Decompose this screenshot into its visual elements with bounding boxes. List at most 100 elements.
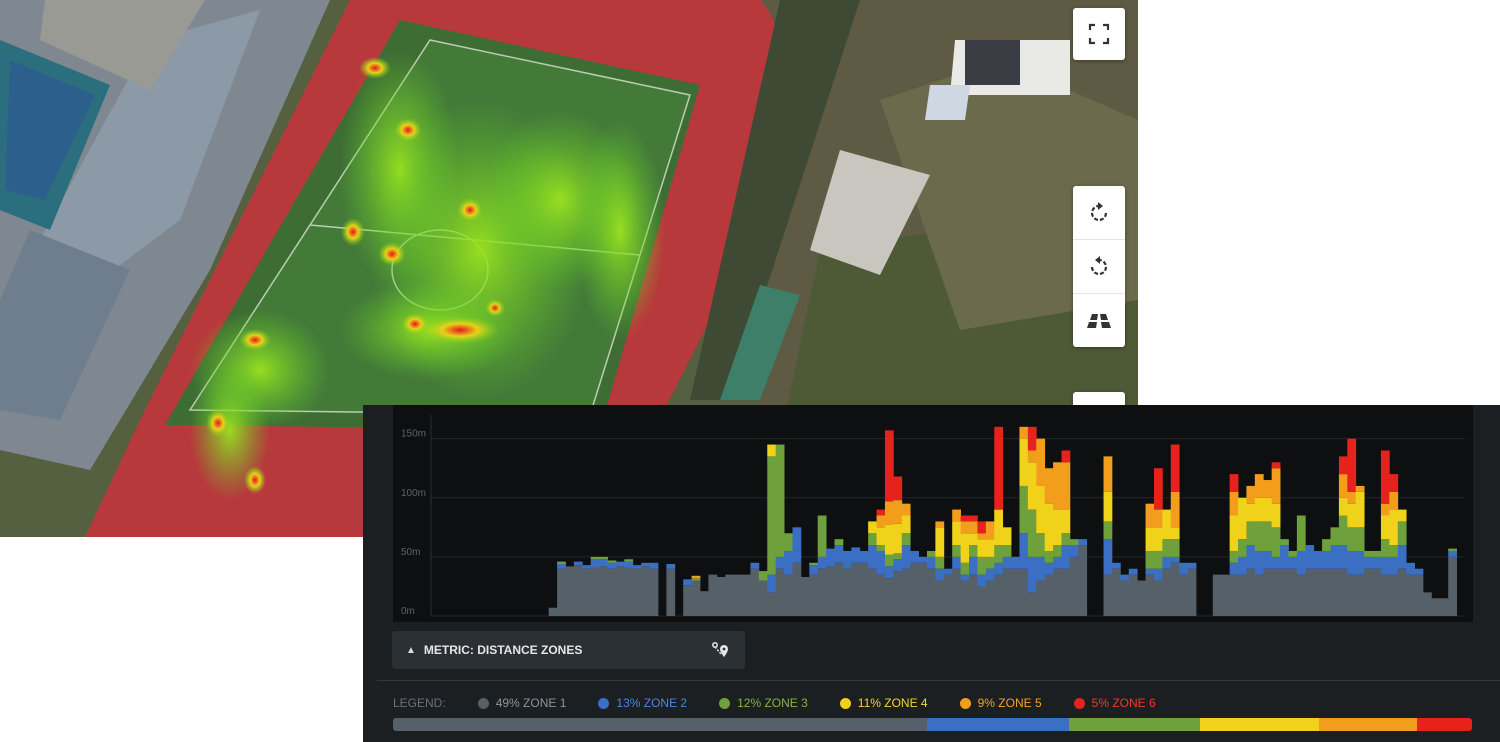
bar-segment-zone-6 [1389, 474, 1399, 492]
bar-segment-zone-5 [1271, 468, 1281, 504]
bar-segment-zone-4 [1002, 527, 1012, 546]
bar-segment-zone-1 [1120, 580, 1130, 616]
bar-segment-zone-2 [590, 559, 600, 568]
bar-segment-zone-4 [1170, 527, 1180, 540]
bar-segment-zone-4 [1027, 462, 1037, 510]
bar-segment-zone-2 [1061, 545, 1071, 569]
bar-segment-zone-3 [1380, 539, 1390, 557]
bar-segment-zone-3 [994, 545, 1004, 563]
bar-segment-zone-2 [893, 559, 903, 572]
bar-segment-zone-3 [1229, 550, 1239, 563]
bar-segment-zone-1 [1212, 574, 1222, 616]
legend-dot-zone-2 [598, 697, 610, 709]
bar-segment-zone-2 [641, 562, 650, 567]
bar-segment-zone-2 [1448, 550, 1457, 557]
bar-segment-zone-1 [859, 562, 869, 616]
route-pin-icon[interactable] [711, 640, 731, 663]
bar-segment-zone-4 [1347, 503, 1357, 528]
bar-segment-zone-3 [784, 533, 793, 551]
bar-segment-zone-1 [1305, 568, 1315, 616]
bar-segment-zone-5 [876, 515, 886, 528]
tilt-3d-button[interactable] [1073, 294, 1125, 347]
legend-text-zone-1: 49% ZONE 1 [495, 696, 567, 710]
bar-segment-zone-1 [994, 574, 1004, 616]
bar-segment-zone-3 [1238, 539, 1247, 557]
bar-segment-zone-1 [1271, 568, 1281, 616]
legend-item-zone-4: 11% ZONE 4 [839, 696, 928, 710]
metric-selector[interactable]: ▲ METRIC: DISTANCE ZONES [392, 631, 745, 669]
bar-segment-zone-1 [1397, 568, 1407, 616]
bar-segment-zone-4 [1153, 527, 1163, 551]
bar-segment-zone-1 [742, 574, 751, 616]
bar-segment-zone-2 [1145, 568, 1155, 575]
bar-segment-zone-5 [1036, 438, 1046, 486]
bar-segment-zone-2 [868, 545, 877, 569]
bar-segment-zone-3 [868, 533, 877, 546]
bar-segment-zone-5 [1229, 491, 1239, 516]
bar-segment-zone-2 [1162, 556, 1172, 569]
bar-segment-zone-2 [1330, 545, 1340, 569]
legend-item-zone-1: 49% ZONE 1 [477, 696, 567, 710]
bar-segment-zone-3 [1288, 550, 1298, 557]
rotate-clockwise-button[interactable] [1073, 186, 1125, 240]
bar-segment-zone-1 [884, 578, 894, 616]
bar-segment-zone-2 [952, 556, 962, 569]
bar-segment-zone-3 [1263, 521, 1273, 551]
bar-segment-zone-2 [1280, 545, 1289, 569]
bar-segment-zone-1 [1246, 568, 1256, 616]
fullscreen-icon [1088, 23, 1110, 45]
bar-segment-zone-1 [1238, 574, 1247, 616]
bar-segment-zone-1 [1313, 568, 1323, 616]
zone-bar-segment-2 [927, 718, 1069, 731]
bar-segment-zone-5 [1170, 491, 1180, 528]
legend-dot-zone-1 [477, 697, 489, 709]
rotate-counterclockwise-button[interactable] [1073, 240, 1125, 294]
legend-dot-zone-3 [719, 697, 731, 709]
satellite-map[interactable] [0, 0, 1138, 537]
bar-segment-zone-2 [1380, 556, 1390, 575]
bar-segment-zone-5 [1145, 503, 1155, 528]
legend-dot-zone-5 [959, 697, 971, 709]
bar-segment-zone-5 [1254, 474, 1264, 498]
bar-segment-zone-3 [1053, 545, 1062, 557]
bar-segment-zone-1 [1280, 568, 1289, 616]
bar-segment-zone-6 [893, 476, 903, 501]
bar-segment-zone-4 [901, 515, 911, 534]
bar-segment-zone-2 [1305, 545, 1315, 569]
bar-segment-zone-1 [826, 566, 835, 616]
bar-segment-zone-3 [977, 556, 987, 575]
bar-segment-zone-1 [1111, 568, 1121, 616]
bar-segment-zone-3 [1254, 521, 1264, 551]
bar-segment-zone-1 [1103, 574, 1113, 616]
bar-segment-zone-3 [1271, 527, 1281, 557]
bar-segment-zone-5 [1380, 503, 1390, 516]
bar-segment-zone-1 [1330, 568, 1340, 616]
bar-segment-zone-1 [910, 562, 919, 616]
bar-segment-zone-3 [1145, 550, 1155, 569]
bar-segment-zone-1 [977, 586, 987, 616]
bar-segment-zone-2 [624, 561, 634, 568]
bar-segment-zone-3 [960, 562, 970, 575]
bar-segment-zone-1 [809, 574, 819, 616]
chevron-up-icon: ▲ [406, 644, 416, 656]
fullscreen-button[interactable] [1073, 8, 1125, 60]
bar-segment-zone-5 [691, 575, 701, 579]
bar-segment-zone-4 [1145, 527, 1155, 551]
bar-segment-zone-1 [649, 568, 659, 616]
bar-segment-zone-3 [1036, 533, 1046, 557]
bar-segment-zone-2 [1078, 539, 1088, 546]
bar-segment-zone-4 [985, 539, 995, 557]
bar-segment-zone-2 [1263, 550, 1273, 569]
bar-segment-zone-4 [1238, 497, 1247, 540]
bar-segment-zone-4 [868, 521, 877, 534]
bar-segment-zone-6 [1271, 462, 1281, 469]
bar-segment-zone-1 [683, 585, 693, 616]
bar-segment-zone-2 [767, 574, 777, 593]
bar-segment-zone-6 [1347, 438, 1357, 492]
bar-segment-zone-6 [977, 521, 987, 534]
bar-segment-zone-2 [1011, 556, 1020, 569]
bar-segment-zone-4 [994, 509, 1004, 546]
bar-segment-zone-1 [700, 591, 709, 616]
bar-segment-zone-2 [926, 556, 936, 569]
bar-segment-zone-6 [1338, 456, 1348, 475]
